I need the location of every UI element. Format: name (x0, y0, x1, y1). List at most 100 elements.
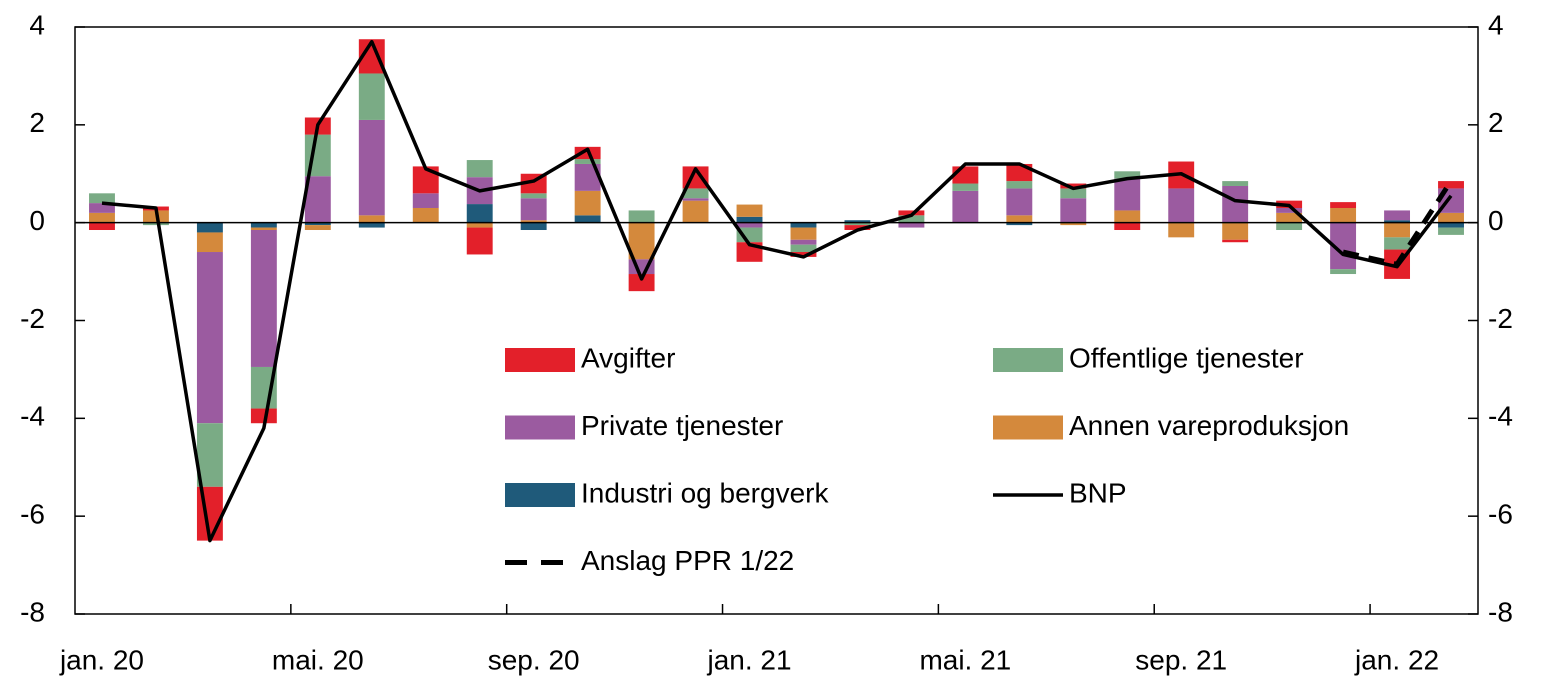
bar-segment (358, 73, 385, 120)
legend-label: Annen vareproduksjon (1069, 410, 1349, 441)
x-tick-label: jan. 20 (59, 644, 144, 675)
bar-segment (89, 212, 115, 223)
bar-segment (1060, 222, 1087, 226)
bar-segment (898, 222, 925, 228)
bar-segment (466, 227, 493, 255)
bar-segment (1222, 181, 1249, 186)
x-tick-label: sep. 21 (1135, 644, 1227, 675)
y-tick-label: -4 (20, 401, 45, 432)
legend-label: Anslag PPR 1/22 (581, 545, 794, 576)
y-tick-label: -8 (20, 596, 45, 627)
bar-segment (1384, 220, 1411, 223)
bar-segment (412, 207, 439, 223)
x-tick-label: mai. 20 (272, 644, 364, 675)
bar-segment (520, 193, 547, 199)
bar-segment (1006, 181, 1033, 189)
legend-label: BNP (1069, 477, 1127, 508)
legend-label: Offentlige tjenester (1069, 342, 1304, 373)
x-tick-label: jan. 21 (706, 644, 791, 675)
bar-segment (1330, 269, 1357, 275)
x-tick-label: sep. 20 (488, 644, 580, 675)
bar-segment (358, 215, 385, 223)
bar-segment (574, 215, 601, 223)
bar-segment (844, 220, 871, 223)
y-tick-label: 0 (29, 205, 45, 236)
bar-segment (1222, 185, 1249, 223)
bar-segment (1438, 222, 1464, 228)
bar-segment (250, 408, 277, 424)
bar-segment (682, 200, 709, 223)
bar-segment (682, 198, 709, 201)
bar-segment (898, 215, 925, 223)
bar-segment (790, 222, 817, 228)
bar-segment (466, 222, 493, 228)
y2-tick-label: 2 (1488, 107, 1504, 138)
bar-segment (574, 159, 601, 164)
bar-segment (952, 190, 979, 223)
x-tick-label: jan. 22 (1354, 644, 1439, 675)
y2-tick-label: -8 (1488, 596, 1513, 627)
bar-segment (250, 227, 277, 231)
bar-segment (898, 210, 925, 216)
y2-tick-label: -4 (1488, 401, 1513, 432)
bar-segment (142, 222, 169, 226)
bar-segment (628, 210, 655, 223)
bar-segment (89, 203, 115, 213)
y-tick-label: 2 (29, 107, 45, 138)
bar-segment (790, 244, 817, 253)
y-tick-label: -6 (20, 499, 45, 530)
bar-segment (682, 188, 709, 199)
bar-segment (1168, 222, 1195, 238)
bar-segment (628, 222, 655, 260)
legend-label: Private tjenester (581, 410, 783, 441)
bar-segment (250, 230, 277, 367)
bar-segment (520, 220, 547, 223)
bar-segment (1114, 210, 1141, 223)
y2-tick-label: -2 (1488, 303, 1513, 334)
bar-segment (1276, 212, 1303, 223)
legend-label: Industri og bergverk (581, 477, 829, 508)
y-tick-label: -2 (20, 303, 45, 334)
bar-segment (304, 225, 331, 231)
bar-segment (952, 183, 979, 191)
bar-segment (1330, 202, 1357, 208)
bar-segment (412, 193, 439, 208)
bar-segment (1438, 181, 1464, 189)
bar-segment (790, 227, 817, 240)
bar-segment (1006, 188, 1033, 216)
bar-segment (1384, 222, 1411, 238)
bar-segment (196, 232, 223, 253)
bar-segment (304, 176, 331, 223)
bar-segment (520, 198, 547, 221)
legend-swatch (505, 348, 575, 372)
bar-segment (466, 160, 493, 178)
legend-swatch (993, 415, 1063, 440)
bar-segment (736, 222, 763, 228)
y2-tick-label: 4 (1488, 9, 1504, 40)
y-tick-label: 4 (29, 9, 45, 40)
bar-segment (1330, 207, 1357, 223)
bar-segment (1276, 222, 1303, 231)
line-series (1342, 179, 1454, 267)
bar-segment (1384, 237, 1411, 250)
bar-segment (1060, 188, 1087, 199)
bar-segment (1222, 222, 1249, 240)
bar-segment (790, 252, 817, 257)
bar-segment (1114, 178, 1141, 211)
bar-segment (1384, 210, 1411, 221)
x-tick-label: mai. 21 (919, 644, 1011, 675)
bar-segment (1006, 222, 1033, 226)
bar-segment (250, 222, 277, 228)
legend-swatch (993, 348, 1063, 372)
legend-label: Avgifter (581, 342, 675, 373)
bar-segment (1060, 198, 1087, 223)
bar-segment (89, 193, 115, 204)
legend-swatch (505, 415, 575, 440)
y2-tick-label: 0 (1488, 205, 1504, 236)
bar-segment (196, 222, 223, 233)
bar-segment (574, 190, 601, 216)
bar-segment (466, 204, 493, 223)
bar-segment (1006, 215, 1033, 223)
bar-segment (358, 222, 385, 228)
